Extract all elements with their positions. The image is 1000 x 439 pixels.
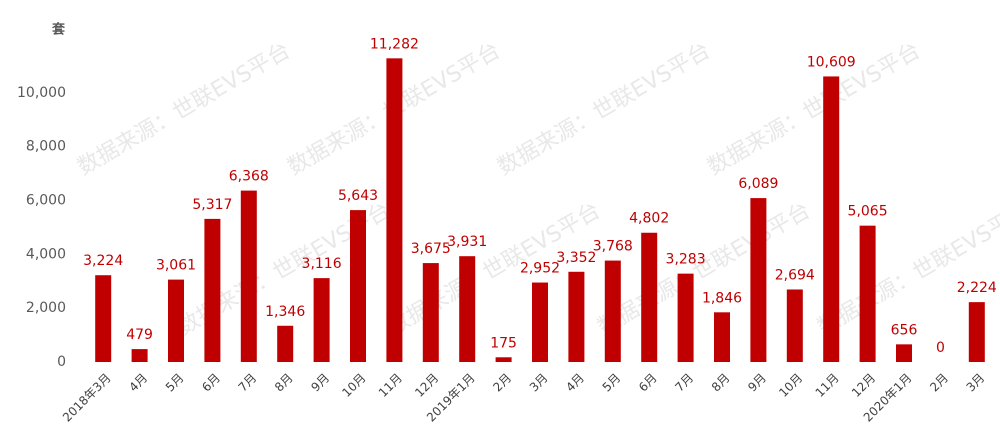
bar [823,76,840,362]
x-tick-label: 7月 [236,371,260,395]
x-tick-label: 4月 [126,371,150,395]
x-tick-label: 11月 [376,371,405,400]
value-label: 11,282 [370,36,419,52]
x-tick-label: 2月 [927,371,951,395]
value-label: 3,283 [666,252,706,268]
watermark: 数据来源：世联EVS平台 [494,38,715,180]
value-label: 3,352 [556,250,596,266]
y-tick-label: 6,000 [26,193,66,209]
value-label: 1,846 [702,290,742,306]
y-tick-label: 2,000 [26,300,66,316]
value-label: 5,065 [848,204,888,220]
value-label: 6,368 [229,169,269,185]
value-label: 3,931 [447,234,487,250]
x-tick-label: 10月 [339,371,368,400]
bar [95,275,112,362]
value-label: 4,802 [629,211,669,227]
value-label: 0 [936,340,945,356]
bar [350,210,366,362]
x-tick-label: 8月 [272,371,296,395]
value-label: 2,224 [957,280,997,296]
y-tick-label: 0 [57,354,66,370]
x-tick-label: 2月 [490,371,514,395]
value-label: 5,317 [192,197,232,213]
value-label: 479 [126,327,153,343]
x-tick-label: 10月 [776,371,805,400]
y-unit: 套 [51,22,66,38]
bar [568,271,585,362]
x-tick-label: 6月 [636,371,660,395]
value-label: 2,952 [520,261,560,277]
bar [240,190,257,362]
x-tick-label: 12月 [849,371,878,400]
x-tick-label: 6月 [199,371,223,395]
bar [677,273,694,362]
value-label: 1,346 [265,304,305,320]
bar [313,278,330,362]
x-tick-label: 12月 [412,371,441,400]
y-tick-label: 8,000 [26,139,66,155]
bar [532,282,548,362]
value-label: 656 [891,322,918,338]
bar [131,349,148,362]
value-label: 3,768 [593,239,633,255]
bar [277,325,294,362]
watermark: 数据来源：世联EVS平台 [74,38,295,180]
bar [495,357,512,362]
x-tick-label: 7月 [672,371,696,395]
bar [204,218,221,362]
value-label: 2,694 [775,267,815,283]
bar [896,344,912,362]
x-tick-label: 11月 [813,371,842,400]
x-tick-label: 9月 [308,371,332,395]
value-label: 6,089 [738,176,778,192]
value-label: 3,116 [302,256,342,272]
x-tick-label: 5月 [600,371,624,395]
bar [968,302,985,362]
value-label: 10,609 [807,54,856,70]
bar [386,58,403,362]
bar [641,232,658,362]
x-tick-label: 9月 [745,371,769,395]
y-tick-label: 4,000 [26,246,66,262]
x-tick-label: 3月 [527,371,551,395]
y-tick-label: 10,000 [17,85,66,101]
bar [859,225,876,362]
value-label: 5,643 [338,188,378,204]
value-label: 175 [490,335,517,351]
bar [422,263,439,362]
value-label: 3,224 [83,253,123,269]
x-tick-label: 4月 [563,371,587,395]
x-tick-label: 3月 [964,371,988,395]
bar [786,289,803,362]
bar [459,256,476,362]
bar [168,279,184,362]
value-label: 3,675 [411,241,451,257]
x-tick-label: 5月 [163,371,187,395]
bar [714,312,730,362]
value-label: 3,061 [156,258,196,274]
x-tick-label: 8月 [709,371,733,395]
bar [750,198,767,362]
bar [604,260,621,362]
x-tick-label: 2018年3月 [60,371,114,425]
